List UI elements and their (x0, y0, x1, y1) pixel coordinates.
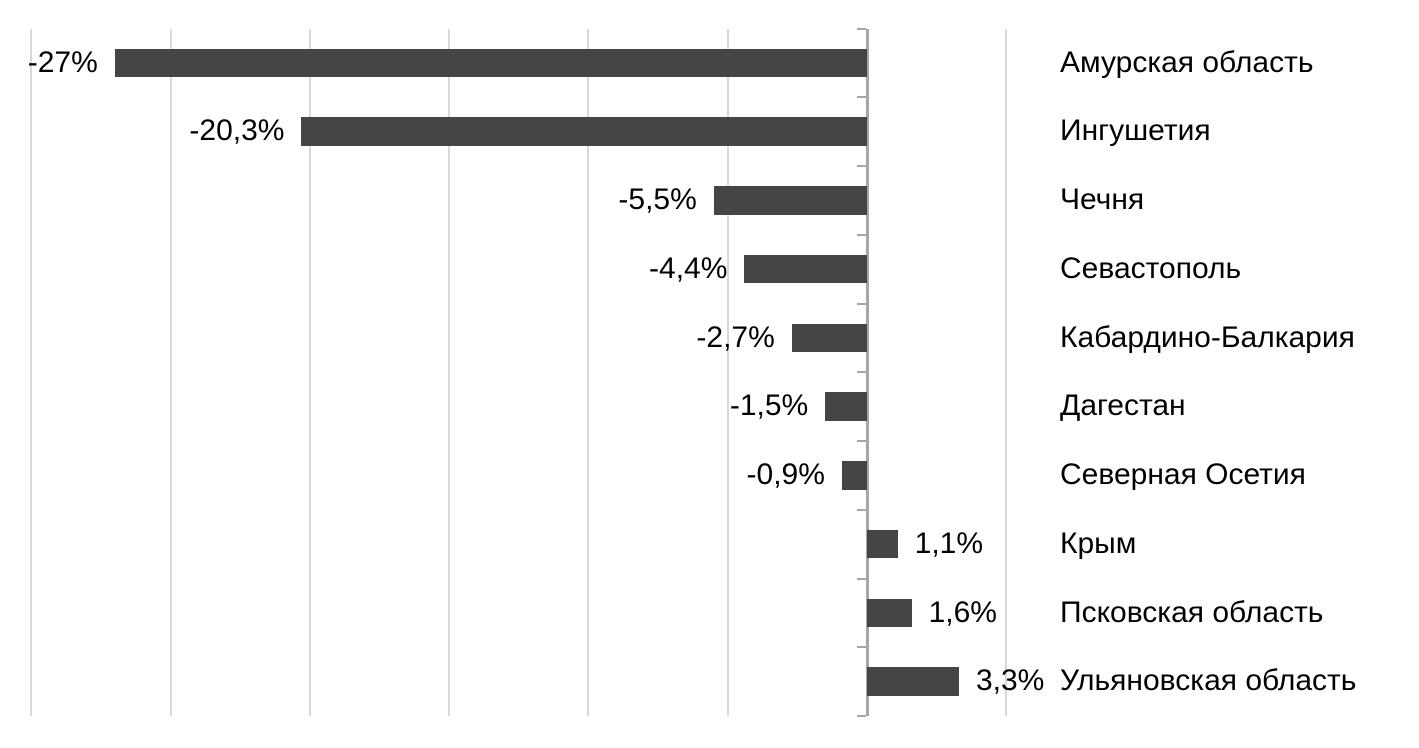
bar (867, 598, 912, 628)
value-label: -1,5% (729, 389, 809, 423)
category-label: Псковская область (1060, 595, 1324, 629)
value-label: -0,9% (746, 458, 825, 492)
category-label: Кабардино-Балкария (1060, 320, 1355, 354)
bar (867, 529, 898, 559)
category-label: Чечня (1060, 183, 1145, 217)
axis-tick (856, 715, 866, 717)
axis-tick (856, 233, 866, 236)
category-label: Северная Осетия (1060, 458, 1306, 492)
bar (301, 117, 867, 146)
value-label: 3,3% (975, 664, 1045, 698)
gridline (30, 28, 33, 716)
category-label: Севастополь (1060, 251, 1242, 285)
gridline (726, 28, 729, 716)
value-label: -5,5% (618, 183, 697, 217)
bar (114, 48, 867, 78)
axis-tick (856, 165, 866, 168)
value-label: -2,7% (696, 320, 775, 354)
value-label: -27% (27, 45, 98, 79)
bar (744, 254, 867, 284)
category-label: Ингушетия (1060, 114, 1211, 148)
axis-tick (856, 440, 866, 443)
axis-tick (856, 646, 866, 649)
axis-tick (856, 96, 866, 99)
category-axis-line (865, 28, 869, 716)
gridline (587, 28, 590, 716)
value-label: -20,3% (189, 114, 285, 148)
axis-tick (856, 508, 866, 511)
value-label: 1,1% (914, 526, 984, 560)
category-label: Крым (1060, 526, 1137, 560)
axis-tick (856, 577, 866, 580)
gridline (1005, 28, 1008, 716)
gridline (448, 28, 451, 716)
bar (867, 667, 959, 696)
axis-tick (856, 27, 866, 30)
bar (825, 392, 867, 421)
bar (791, 323, 867, 353)
category-label: Ульяновская область (1060, 664, 1357, 698)
gridline (308, 28, 311, 716)
value-label: -4,4% (649, 251, 728, 285)
category-label: Дагестан (1060, 389, 1186, 423)
category-label: Амурская область (1060, 45, 1314, 79)
value-label: 1,6% (928, 595, 997, 629)
gridline (169, 28, 172, 716)
axis-tick (856, 371, 866, 374)
bar (713, 186, 867, 215)
axis-tick (856, 302, 866, 305)
bar (841, 461, 867, 490)
